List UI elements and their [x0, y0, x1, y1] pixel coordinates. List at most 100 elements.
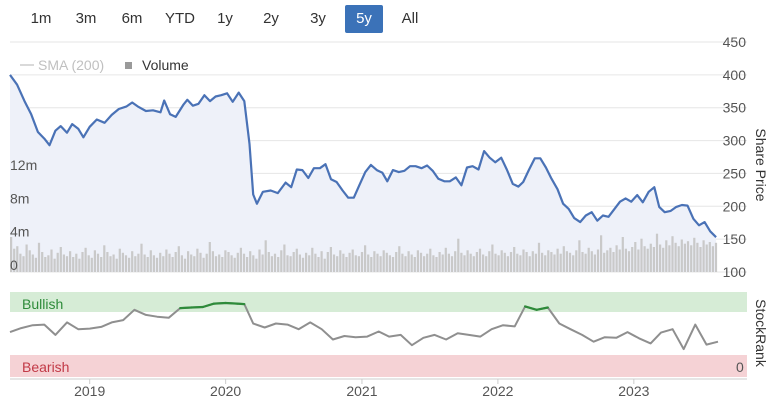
volume-bar: [472, 256, 475, 272]
volume-bar: [301, 257, 305, 272]
volume-bar: [463, 255, 466, 272]
volume-bar: [506, 256, 509, 272]
volume-bar: [553, 254, 556, 272]
volume-bar: [286, 255, 289, 272]
volume-bar: [255, 258, 258, 272]
volume-bar: [683, 243, 686, 272]
range-5y-button[interactable]: 5y: [345, 5, 383, 33]
range-2y-button[interactable]: 2y: [263, 10, 279, 27]
volume-bar: [466, 250, 469, 272]
volume-bar: [146, 257, 149, 272]
volume-bar: [572, 255, 575, 272]
volume-bar: [485, 256, 488, 272]
range-6m-button[interactable]: 6m: [121, 10, 143, 27]
volume-bar: [351, 249, 354, 272]
volume-bar: [233, 257, 236, 272]
volume-bar: [690, 245, 693, 272]
volume-bar: [534, 253, 537, 272]
volume-bar: [503, 252, 506, 272]
price-axis-ticks: 450 400 350 300 250 200 150 100: [723, 34, 747, 280]
volume-bar: [152, 255, 155, 272]
volume-bar: [454, 251, 457, 272]
volume-bar: [239, 247, 242, 272]
volume-bar: [478, 248, 482, 272]
volume-bar: [345, 257, 348, 272]
volume-bar: [702, 240, 705, 272]
volume-bar: [575, 250, 578, 272]
x-tick-label: 2020: [210, 383, 241, 399]
volume-bar: [90, 257, 93, 272]
volume-bar: [47, 255, 50, 272]
volume-bar: [556, 248, 559, 272]
volume-bar: [56, 252, 59, 272]
volume-bar: [298, 254, 301, 272]
volume-bar: [348, 252, 351, 272]
volume-tick-label: 4m: [10, 224, 29, 240]
x-tick-label: 2023: [618, 383, 649, 399]
volume-bar: [391, 257, 395, 272]
volume-bar: [258, 249, 261, 272]
volume-bar: [497, 255, 500, 272]
range-1y-button[interactable]: 1y: [217, 10, 233, 27]
volume-bar: [568, 252, 572, 272]
volume-bar: [550, 252, 553, 272]
volume-bar: [317, 257, 320, 272]
volume-bar: [37, 242, 41, 272]
volume-bar: [171, 257, 174, 272]
volume-bar: [509, 252, 513, 272]
volume-bar: [357, 256, 360, 272]
volume-bar: [208, 242, 211, 272]
price-line[interactable]: [9, 74, 717, 238]
stockrank-bullish-segments: [179, 301, 549, 311]
volume-bar: [252, 255, 255, 272]
volume-bar: [450, 256, 454, 272]
volume-bar: [662, 247, 665, 272]
volume-bar: [426, 253, 429, 272]
volume-bar: [541, 252, 544, 272]
range-ytd-button[interactable]: YTD: [165, 10, 195, 27]
bearish-label: Bearish: [22, 359, 69, 375]
x-axis-ticks: 2019 2020 2021 2022 2023: [74, 379, 650, 399]
volume-bar: [649, 243, 652, 272]
volume-bar: [13, 248, 16, 272]
sma-legend-label[interactable]: SMA (200): [38, 57, 104, 73]
volume-bar: [562, 246, 565, 272]
volume-bar: [612, 252, 615, 272]
volume-bar: [441, 254, 444, 272]
volume-bar: [388, 255, 391, 272]
volume-bar: [273, 253, 277, 272]
volume-bar: [183, 258, 187, 272]
volume-bar: [711, 246, 714, 272]
volume-bar: [680, 239, 683, 272]
range-1m-button[interactable]: 1m: [30, 10, 52, 27]
volume-bar: [435, 257, 438, 272]
volume-bar: [93, 250, 96, 272]
volume-bar: [677, 246, 680, 272]
volume-bar: [407, 251, 410, 272]
volume-bar: [432, 255, 435, 272]
volume-bar: [224, 250, 227, 272]
volume-bar: [593, 254, 596, 272]
range-3m-button[interactable]: 3m: [75, 10, 97, 27]
volume-bar: [385, 252, 388, 272]
volume-bars: [10, 233, 718, 272]
price-tick-label: 200: [723, 198, 747, 214]
volume-bar: [416, 250, 419, 272]
range-3y-button[interactable]: 3y: [310, 10, 326, 27]
volume-bar: [603, 252, 606, 272]
volume-bar: [522, 249, 525, 272]
volume-bar: [668, 245, 671, 272]
volume-bar: [295, 248, 298, 272]
stockrank-line[interactable]: [9, 302, 719, 351]
volume-bar: [81, 252, 84, 272]
volume-bar: [187, 251, 190, 272]
volume-bar: [230, 255, 233, 272]
volume-bar: [75, 253, 78, 272]
range-all-button[interactable]: All: [401, 10, 419, 27]
volume-bar: [118, 248, 121, 272]
volume-bar: [342, 253, 345, 272]
volume-bar: [410, 254, 413, 272]
volume-legend-label[interactable]: Volume: [142, 57, 189, 73]
volume-bar: [143, 254, 146, 272]
volume-bar: [444, 247, 447, 272]
